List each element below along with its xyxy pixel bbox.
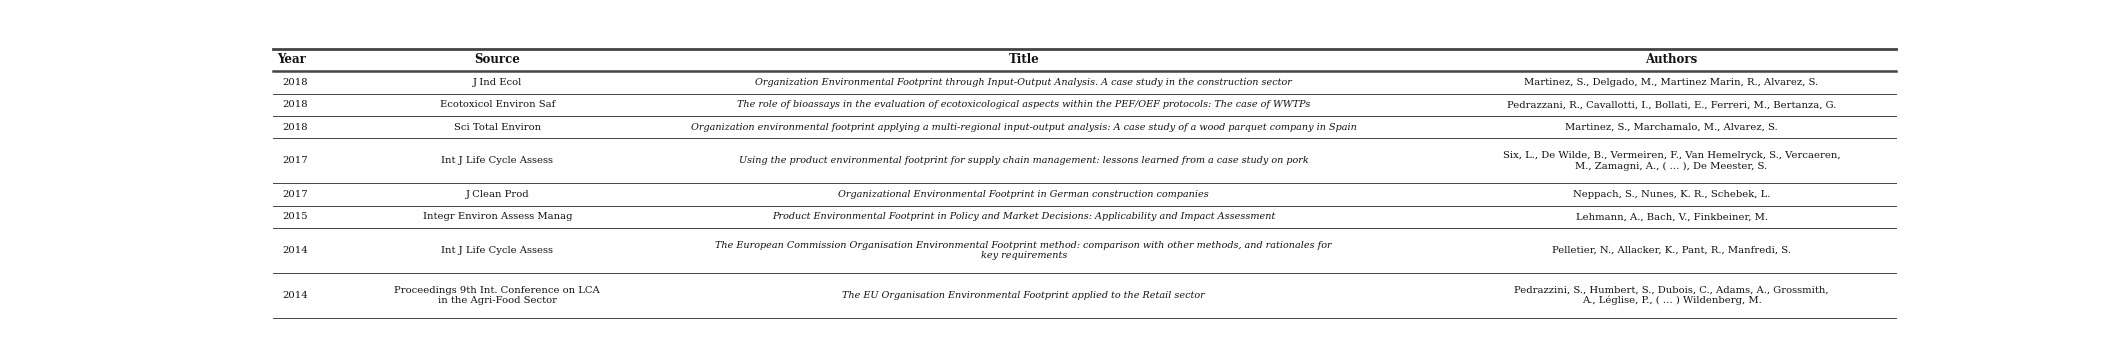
- Text: Integr Environ Assess Manag: Integr Environ Assess Manag: [423, 212, 571, 221]
- Text: Pedrazzini, S., Humbert, S., Dubois, C., Adams, A., Grossmith,
A., Léglise, P., : Pedrazzini, S., Humbert, S., Dubois, C.,…: [1515, 285, 1828, 305]
- Text: 2018: 2018: [284, 123, 309, 132]
- Text: Martinez, S., Marchamalo, M., Alvarez, S.: Martinez, S., Marchamalo, M., Alvarez, S…: [1566, 123, 1777, 132]
- Text: Organization Environmental Footprint through Input-Output Analysis. A case study: Organization Environmental Footprint thr…: [755, 78, 1293, 87]
- Text: Sci Total Environ: Sci Total Environ: [453, 123, 542, 132]
- Text: Using the product environmental footprint for supply chain management: lessons l: Using the product environmental footprin…: [738, 156, 1308, 165]
- Text: Int J Life Cycle Assess: Int J Life Cycle Assess: [442, 156, 554, 165]
- Text: 2014: 2014: [284, 291, 309, 300]
- Text: 2018: 2018: [284, 78, 309, 87]
- Text: The role of bioassays in the evaluation of ecotoxicological aspects within the P: The role of bioassays in the evaluation …: [736, 100, 1310, 109]
- Text: Lehmann, A., Bach, V., Finkbeiner, M.: Lehmann, A., Bach, V., Finkbeiner, M.: [1576, 212, 1767, 221]
- Text: Year: Year: [277, 53, 307, 67]
- Text: J Clean Prod: J Clean Prod: [466, 190, 529, 199]
- Text: Organizational Environmental Footprint in German construction companies: Organizational Environmental Footprint i…: [838, 190, 1208, 199]
- Text: Source: Source: [474, 53, 521, 67]
- Text: Proceedings 9th Int. Conference on LCA
in the Agri-Food Sector: Proceedings 9th Int. Conference on LCA i…: [394, 285, 601, 305]
- Text: J Ind Ecol: J Ind Ecol: [472, 78, 523, 87]
- Text: Pedrazzani, R., Cavallotti, I., Bollati, E., Ferreri, M., Bertanza, G.: Pedrazzani, R., Cavallotti, I., Bollati,…: [1507, 100, 1837, 109]
- Text: Martinez, S., Delgado, M., Martinez Marin, R., Alvarez, S.: Martinez, S., Delgado, M., Martinez Mari…: [1524, 78, 1818, 87]
- Text: Neppach, S., Nunes, K. R., Schebek, L.: Neppach, S., Nunes, K. R., Schebek, L.: [1572, 190, 1771, 199]
- Text: 2018: 2018: [284, 100, 309, 109]
- Text: Ecotoxicol Environ Saf: Ecotoxicol Environ Saf: [440, 100, 554, 109]
- Text: Six, L., De Wilde, B., Vermeiren, F., Van Hemelryck, S., Vercaeren,
M., Zamagni,: Six, L., De Wilde, B., Vermeiren, F., Va…: [1502, 151, 1841, 171]
- Text: 2014: 2014: [284, 246, 309, 255]
- Text: 2015: 2015: [284, 212, 309, 221]
- Text: Pelletier, N., Allacker, K., Pant, R., Manfredi, S.: Pelletier, N., Allacker, K., Pant, R., M…: [1553, 246, 1790, 255]
- Text: Product Environmental Footprint in Policy and Market Decisions: Applicability an: Product Environmental Footprint in Polic…: [772, 212, 1276, 221]
- Text: Authors: Authors: [1646, 53, 1697, 67]
- Text: 2017: 2017: [284, 190, 309, 199]
- Text: Organization environmental footprint applying a multi-regional input-output anal: Organization environmental footprint app…: [690, 123, 1356, 132]
- Text: 2017: 2017: [284, 156, 309, 165]
- Text: The European Commission Organisation Environmental Footprint method: comparison : The European Commission Organisation Env…: [715, 241, 1333, 260]
- Text: Int J Life Cycle Assess: Int J Life Cycle Assess: [442, 246, 554, 255]
- Text: The EU Organisation Environmental Footprint applied to the Retail sector: The EU Organisation Environmental Footpr…: [842, 291, 1206, 300]
- Text: Title: Title: [1009, 53, 1039, 67]
